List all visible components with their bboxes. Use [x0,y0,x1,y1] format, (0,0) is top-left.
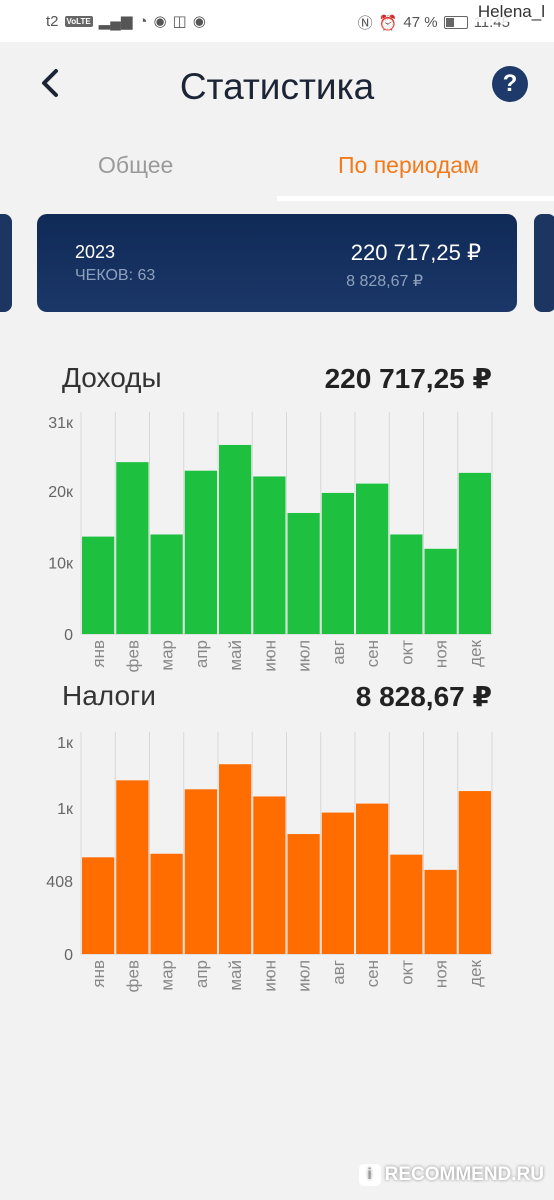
alarm-icon: ⏰ [378,14,398,32]
back-arrow-icon[interactable] [36,66,66,100]
bar-авг[interactable] [321,812,354,954]
period-income: 220 717,25 ₽ [350,240,481,265]
bar-сен[interactable] [356,803,389,954]
x-tick-label: сен [363,960,382,987]
x-tick-label: май [226,640,245,671]
x-tick-label: сен [363,640,382,667]
x-tick-label: ноя [432,960,451,988]
nfc-icon: Ⓝ [357,15,373,32]
active-tab-indicator [277,196,554,201]
x-tick-label: июн [260,960,279,992]
x-tick-label: фев [123,960,142,992]
x-tick-label: авг [329,960,348,985]
bar-мар[interactable] [150,853,183,954]
bar-авг[interactable] [321,492,354,634]
period-card[interactable]: 2023 ЧЕКОВ: 63 220 717,25 ₽ 8 828,67 ₽ [37,214,517,312]
bar-июн[interactable] [253,796,286,954]
recommend-logo-icon: i [358,1164,381,1186]
bar-май[interactable] [219,444,252,634]
bar-дек[interactable] [458,472,491,634]
x-tick-label: янв [89,640,108,668]
y-tick-label: 31к [48,415,74,432]
instagram-icon: ◫ [172,13,187,30]
x-tick-label: окт [397,640,416,665]
bar-янв[interactable] [82,857,115,954]
bar-ноя[interactable] [424,869,457,954]
x-tick-label: янв [89,960,108,988]
bar-окт[interactable] [390,534,423,634]
wifi-icon: ◔ [138,12,148,30]
income-title: Доходы [62,362,162,393]
app-icon-2: ◉ [192,13,206,30]
x-tick-label: мар [158,640,177,671]
bar-янв[interactable] [82,536,115,634]
carrier-label: t2 [46,12,59,30]
bar-фев[interactable] [116,462,149,634]
prev-period-card[interactable] [0,214,12,312]
x-tick-label: июл [295,960,314,992]
tab-periods[interactable]: По периодам [338,152,479,178]
period-year: 2023 [75,242,116,262]
volte-badge: VoLTE [64,15,93,27]
app-icon: ◉ [153,13,167,30]
next-period-card[interactable] [534,214,554,312]
status-right: Ⓝ ⏰ 47 % 11:45 [358,12,510,33]
bar-июн[interactable] [253,476,286,634]
x-tick-label: апр [192,640,211,668]
y-tick-label: 0 [64,947,73,964]
tax-total: 8 828,67 ₽ [355,681,492,712]
bar-июл[interactable] [287,834,320,954]
status-bar: t2 VoLTE ▂▄▆ ◔ ◉ ◫ ◉ Ⓝ ⏰ 47 % 11:45 Hele… [0,0,554,42]
bar-дек[interactable] [458,791,491,954]
x-tick-label: фев [123,640,142,672]
battery-percent: 47 % [403,14,438,31]
x-tick-label: дек [466,959,485,986]
y-tick-label: 408 [46,874,73,891]
help-icon[interactable]: ? [492,66,528,102]
tax-title: Налоги [62,680,156,711]
page-title: Статистика [179,66,375,107]
x-tick-label: мар [158,960,177,991]
bar-сен[interactable] [356,483,389,634]
x-tick-label: май [226,960,245,991]
income-chart: 0 10к 20к 31к янв фев мар апр май июн июл авг сен окт… [48,412,493,672]
income-total: 220 717,25 ₽ [324,363,492,394]
recommend-text: RECOMMEND.RU [384,1164,544,1185]
bar-июл[interactable] [287,512,320,634]
bar-фев[interactable] [116,780,149,954]
status-left: t2 VoLTE ▂▄▆ ◔ ◉ ◫ ◉ [46,12,206,31]
y-tick-label: 1к [57,801,74,818]
bar-окт[interactable] [390,854,423,954]
x-tick-label: дек [466,639,485,666]
bar-апр[interactable] [184,789,217,954]
y-tick-label: 1к [57,735,74,752]
x-tick-label: апр [192,960,211,988]
checks-count: ЧЕКОВ: 63 [75,267,156,284]
bar-мар[interactable] [150,534,183,634]
x-tick-label: авг [329,640,348,665]
x-tick-label: июл [295,640,314,672]
x-tick-label: ноя [432,640,451,668]
bar-ноя[interactable] [424,548,457,634]
y-tick-label: 10к [48,555,74,572]
y-tick-label: 20к [48,484,74,501]
x-tick-label: июн [260,640,279,672]
tax-chart: 0 408 1к 1к янв фев мар апр май июн июл авг сен окт но… [46,732,493,992]
signal-icon: ▂▄▆ [98,13,133,30]
bar-май[interactable] [219,764,252,954]
user-watermark: Helena_l [474,2,548,22]
y-tick-label: 0 [64,627,73,644]
period-tax: 8 828,67 ₽ [346,273,423,290]
tab-general[interactable]: Общее [98,152,174,178]
x-tick-label: окт [397,960,416,985]
bar-апр[interactable] [184,470,217,634]
battery-icon [443,16,468,29]
recommend-watermark: i RECOMMEND.RU [358,1164,544,1186]
